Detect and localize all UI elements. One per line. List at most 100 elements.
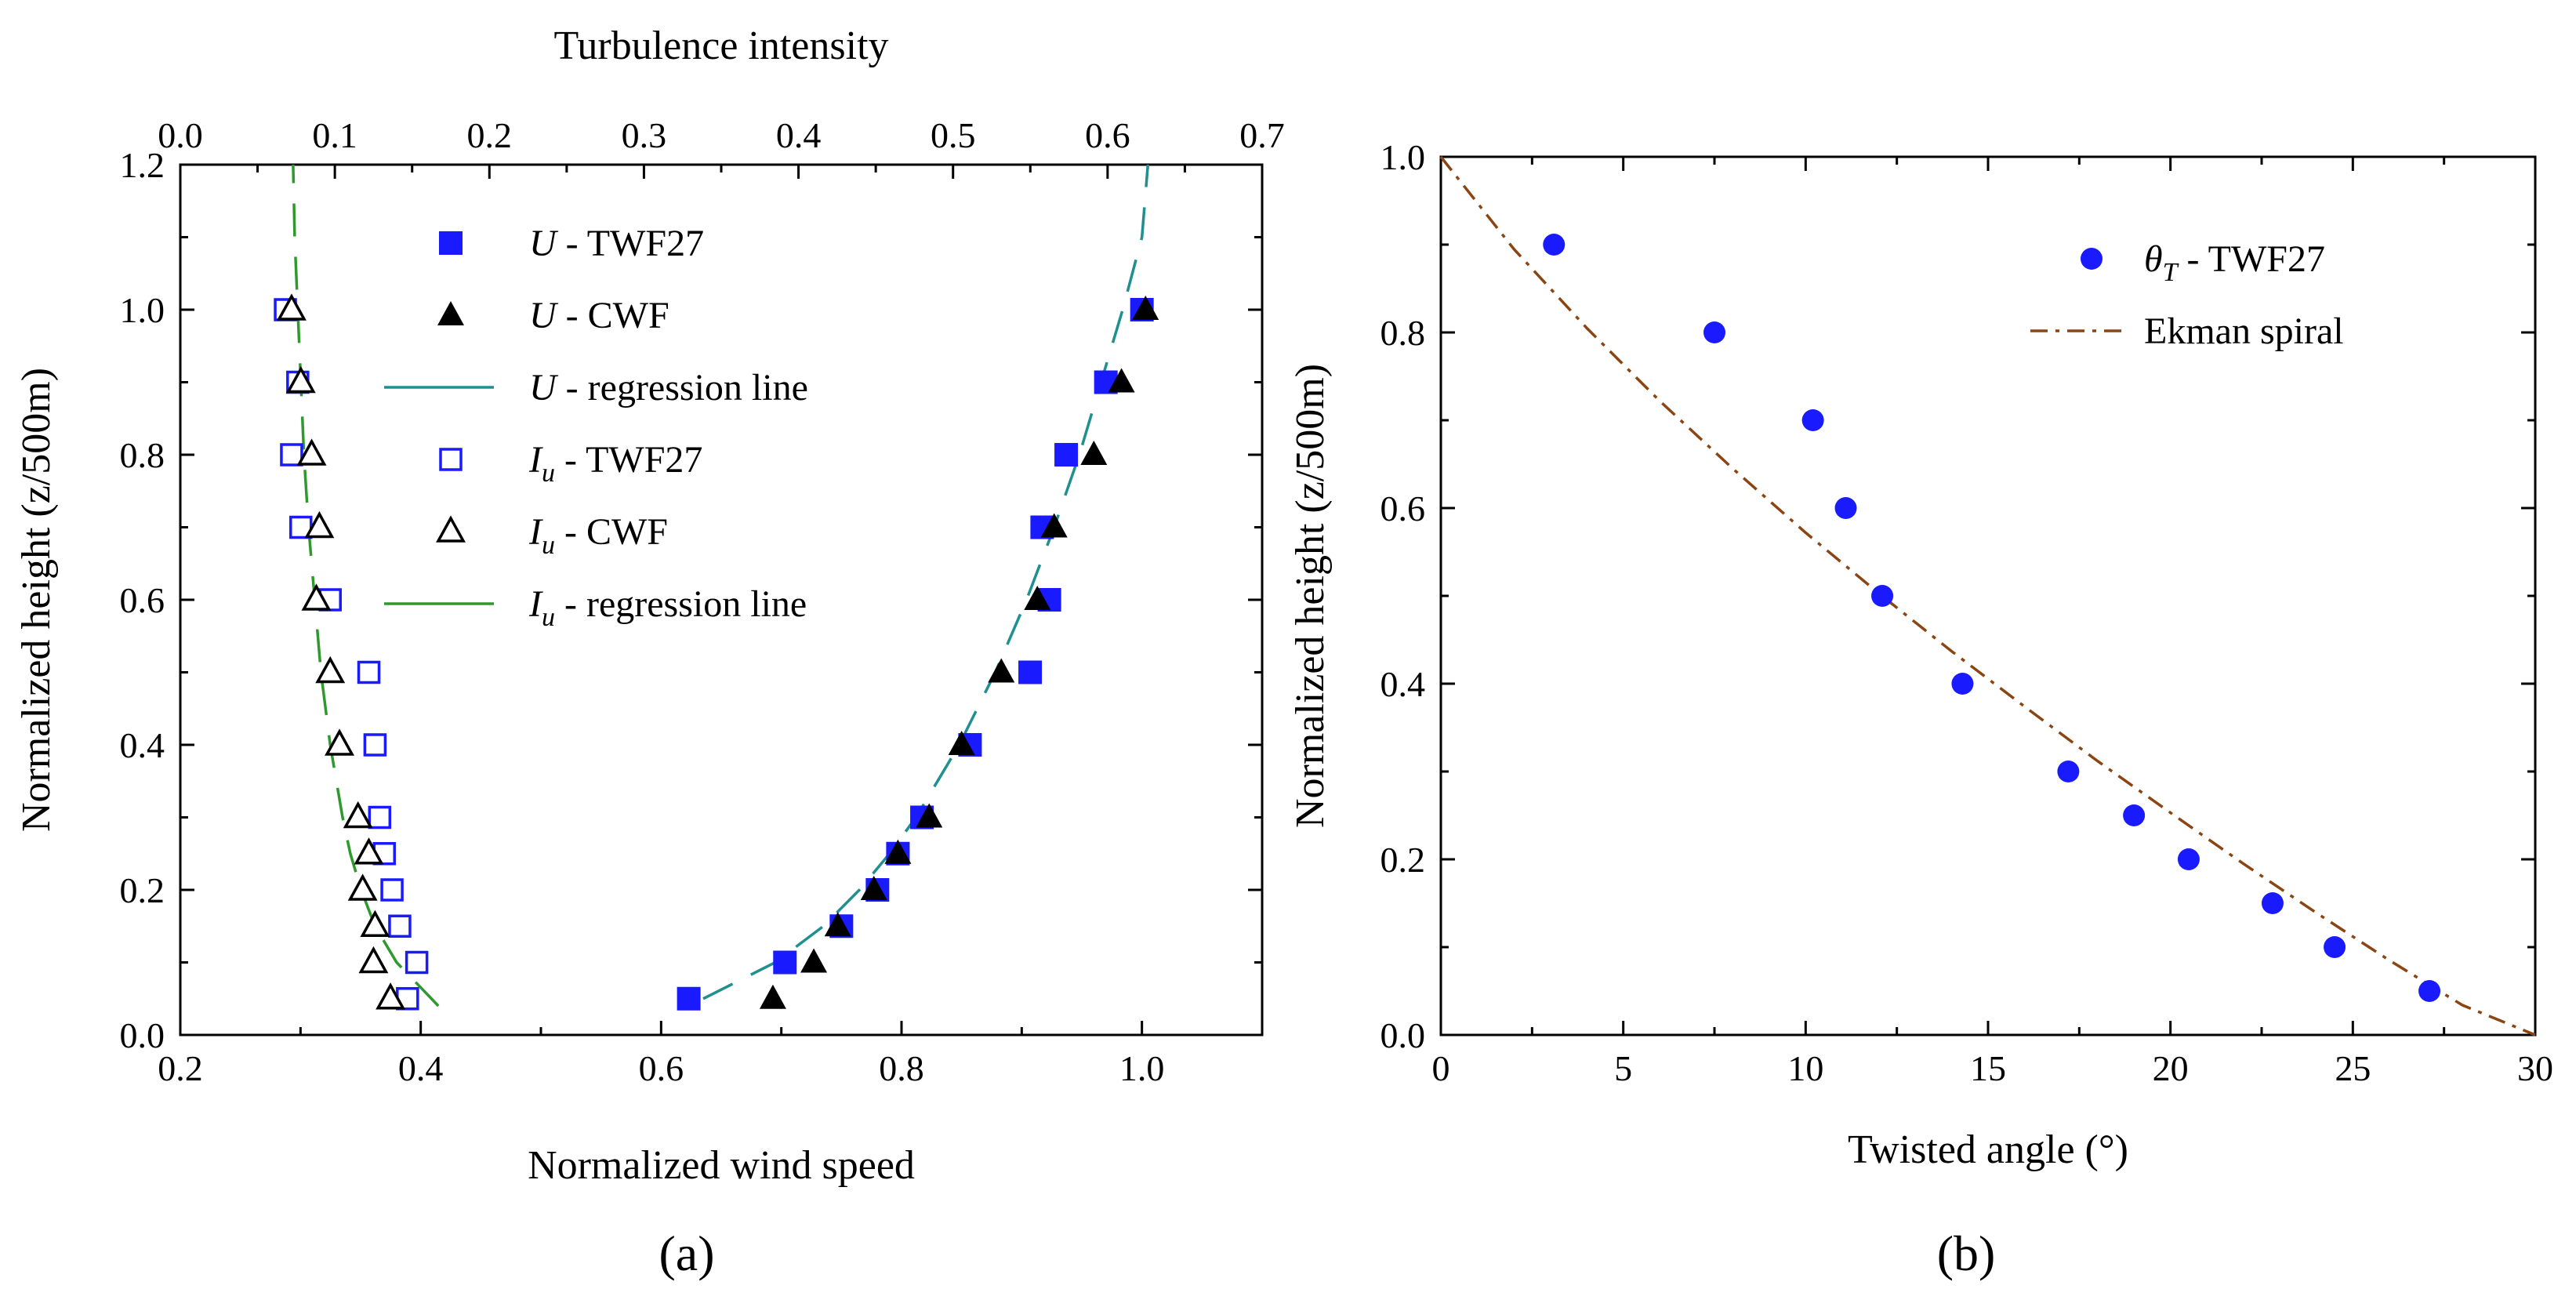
x-tick-label-b: 0 (1432, 1048, 1450, 1088)
point-i-u-cwf (304, 510, 335, 539)
legend-marker-u-cwf (437, 301, 464, 325)
panel-label-b: (b) (1937, 1225, 1996, 1281)
x-tick-label-b: 15 (1970, 1048, 2006, 1088)
y-axis-label-a: Normalized height (z/500m) (14, 368, 59, 832)
line-ekman-spiral (1439, 155, 2536, 1037)
x-tick-label-b: 30 (2517, 1048, 2553, 1088)
y-tick-label-a: 0.4 (120, 725, 165, 765)
point-t-twf27 (1834, 497, 1857, 519)
point-i-u-cwf (276, 293, 307, 321)
x-axis-label-top-a: Turbulence intensity (553, 24, 888, 68)
y-tick-label-b: 1.0 (1381, 137, 1426, 177)
y-tick-label-b: 0.4 (1381, 664, 1426, 704)
legend-label-i-u-twf27: Iu - TWF27 (528, 439, 702, 488)
panel-b: 0 5 10 15 20 25 30 0.0 0.2 0.4 0.6 0.8 1.0 θT - TWF2… (1288, 137, 2553, 1281)
point-t-twf27 (2123, 804, 2146, 826)
panel-label-a: (a) (659, 1225, 714, 1281)
legend-marker-i-u-cwf (436, 515, 466, 543)
x-tick-label-b: 25 (2335, 1048, 2371, 1088)
x-tick-label-a: 0.8 (879, 1048, 924, 1088)
legend-label-u-twf27: U - TWF27 (529, 223, 704, 264)
point-i-u-cwf (347, 873, 378, 901)
point-u-cwf (824, 912, 851, 937)
point-u-cwf (1108, 368, 1135, 393)
x-axis-label-bottom-a: Normalized wind speed (528, 1143, 915, 1188)
point-u-cwf (1024, 586, 1051, 610)
y-tick-label-b: 0.8 (1381, 313, 1426, 353)
line-i-u-regression-line (292, 164, 440, 1007)
legend-label-ekman-spiral: Ekman spiral (2144, 310, 2344, 352)
series-t-twf27 (1543, 234, 2441, 1002)
series-i-u-twf27 (274, 298, 429, 1011)
point-i-u-twf27 (380, 878, 404, 902)
point-i-u-twf27 (405, 950, 429, 975)
ekman-line-b (1439, 155, 2536, 1037)
panel-a: 0.2 0.4 0.6 0.8 1.0 0.0 0.1 0.2 0.3 0.4 0.5 0.6 0.7 0… (14, 24, 1285, 1281)
y-tick-label-a: 0.6 (120, 580, 165, 620)
point-i-u-cwf (325, 728, 355, 756)
y-tick-label-a: 0.8 (120, 435, 165, 475)
x-tick-label-b: 5 (1614, 1048, 1632, 1088)
point-t-twf27 (2177, 848, 2200, 870)
point-i-u-cwf (343, 801, 373, 829)
legend-label-i-u-cwf: Iu - CWF (528, 511, 668, 560)
x2-tick-label-a: 0.2 (467, 115, 513, 155)
point-u-twf27 (677, 986, 701, 1011)
point-t-twf27 (1951, 673, 1974, 695)
y-tick-label-a: 0.2 (120, 870, 165, 910)
point-i-u-cwf (296, 438, 327, 466)
series-i-u-cwf (276, 293, 406, 1010)
data-points-b (1543, 234, 2441, 1002)
x2-tick-label-a: 0.6 (1085, 115, 1130, 155)
point-t-twf27 (2324, 936, 2346, 958)
legend-label-u-regression-line: U - regression line (529, 367, 808, 408)
point-u-cwf (759, 984, 786, 1009)
point-u-cwf (1080, 441, 1108, 465)
point-t-twf27 (2057, 761, 2080, 782)
point-t-twf27 (1871, 585, 1894, 607)
y-tick-label-a: 0.0 (120, 1015, 165, 1055)
point-u-cwf (1040, 513, 1068, 538)
x2-tick-label-a: 0.4 (776, 115, 822, 155)
point-i-u-twf27 (363, 733, 387, 757)
x-tick-label-b: 10 (1787, 1048, 1823, 1088)
y-tick-label-b: 0.2 (1381, 840, 1426, 880)
line-u-regression-line (702, 164, 1150, 1000)
y-tick-label-b: 0.6 (1381, 488, 1426, 528)
point-i-u-twf27 (368, 805, 392, 830)
x-tick-label-a: 1.0 (1119, 1048, 1165, 1088)
plot-frame-b (1439, 155, 2537, 1037)
point-t-twf27 (1703, 321, 1725, 343)
point-i-u-cwf (315, 655, 346, 684)
x-tick-label-a: 0.4 (398, 1048, 444, 1088)
axis-ticks-a: 0.2 0.4 0.6 0.8 1.0 0.0 0.1 0.2 0.3 0.4 0.5 0.6 0.7 0… (120, 115, 1285, 1088)
x-tick-label-a: 0.6 (639, 1048, 684, 1088)
point-t-twf27 (2261, 892, 2284, 914)
point-i-u-cwf (358, 946, 389, 974)
point-i-u-cwf (285, 365, 316, 394)
y-axis-label-b: Normalized height (z/500m) (1288, 364, 1333, 828)
x2-tick-label-a: 0.7 (1239, 115, 1285, 155)
legend-label-i-u-regression-line: Iu - regression line (528, 583, 807, 632)
legend-marker-t-twf27 (2081, 248, 2103, 270)
legend-marker-u-twf27 (439, 231, 463, 255)
point-u-twf27 (773, 950, 797, 975)
point-u-cwf (948, 731, 975, 755)
x-tick-label-b: 20 (2153, 1048, 2189, 1088)
point-u-cwf (800, 948, 828, 973)
y-tick-label-b: 0.0 (1381, 1015, 1426, 1055)
point-u-cwf (988, 658, 1015, 683)
point-i-u-cwf (376, 982, 406, 1010)
x2-tick-label-a: 0.3 (622, 115, 667, 155)
x2-tick-label-a: 0.5 (931, 115, 976, 155)
point-t-twf27 (1543, 234, 1566, 256)
point-i-u-cwf (354, 837, 384, 865)
x-tick-label-a: 0.2 (158, 1048, 203, 1088)
point-t-twf27 (1801, 409, 1824, 431)
data-points-a (274, 293, 1159, 1011)
point-u-twf27 (1054, 443, 1079, 467)
legend-label-u-cwf: U - CWF (529, 295, 669, 336)
point-i-u-twf27 (388, 914, 412, 938)
legend-b: θT - TWF27 Ekman spiral (2030, 238, 2344, 352)
